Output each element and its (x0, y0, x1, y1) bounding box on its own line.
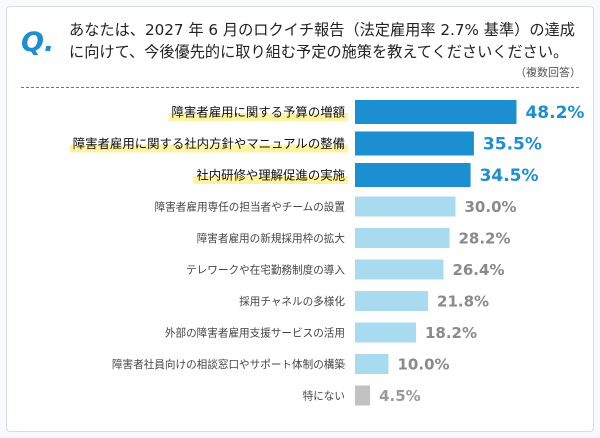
category-label: 障害者雇用に関する社内方針やマニュアルの整備 (73, 136, 345, 151)
value-label: 48.2% (525, 103, 584, 123)
value-label: 30.0% (465, 198, 517, 216)
bar (355, 163, 471, 187)
category-label: テレワークや在宅勤務制度の導入 (186, 263, 345, 276)
value-label: 21.8% (437, 292, 489, 310)
bar (355, 291, 429, 311)
category-label: 障害者雇用専任の担当者やチームの設置 (155, 200, 345, 213)
category-label: 障害者社員向けの相談窓口やサポート体制の構築 (112, 358, 345, 371)
value-label: 28.2% (458, 229, 510, 247)
multiple-answer-note: （複数回答） (515, 66, 581, 79)
bar (355, 196, 456, 217)
header-divider (21, 87, 579, 88)
bar (355, 100, 517, 124)
question-text: あなたは、2027 年 6 月のロクイチ報告（法定雇用率 2.7% 基準）の達成… (69, 21, 575, 61)
question-mark-label: Q. (21, 27, 55, 58)
label-highlight (69, 144, 348, 153)
bar (355, 354, 389, 374)
label-highlight (168, 113, 348, 121)
category-label: 障害者雇用の新規採用枠の拡大 (197, 232, 346, 245)
value-label: 18.2% (425, 324, 477, 342)
chart-card: Q. あなたは、2027 年 6 月のロクイチ報告（法定雇用率 2.7% 基準）… (6, 6, 594, 432)
value-label: 4.5% (379, 387, 421, 405)
bar (355, 385, 371, 406)
value-label: 26.4% (452, 261, 504, 279)
category-label: 社内研修や理解促進の実施 (196, 167, 345, 182)
bar (355, 228, 450, 248)
value-label: 35.5% (483, 135, 542, 155)
category-label: 外部の障害者雇用支援サービスの活用 (165, 326, 345, 339)
value-label: 34.5% (480, 166, 539, 186)
label-highlight (193, 176, 348, 184)
category-label: 採用チャネルの多様化 (239, 295, 345, 308)
bar (355, 131, 474, 156)
bar (355, 322, 416, 343)
value-label: 10.0% (398, 355, 450, 373)
category-label: 特にない (303, 390, 345, 402)
category-label: 障害者雇用に関する予算の増額 (172, 104, 345, 119)
bar (355, 259, 444, 280)
